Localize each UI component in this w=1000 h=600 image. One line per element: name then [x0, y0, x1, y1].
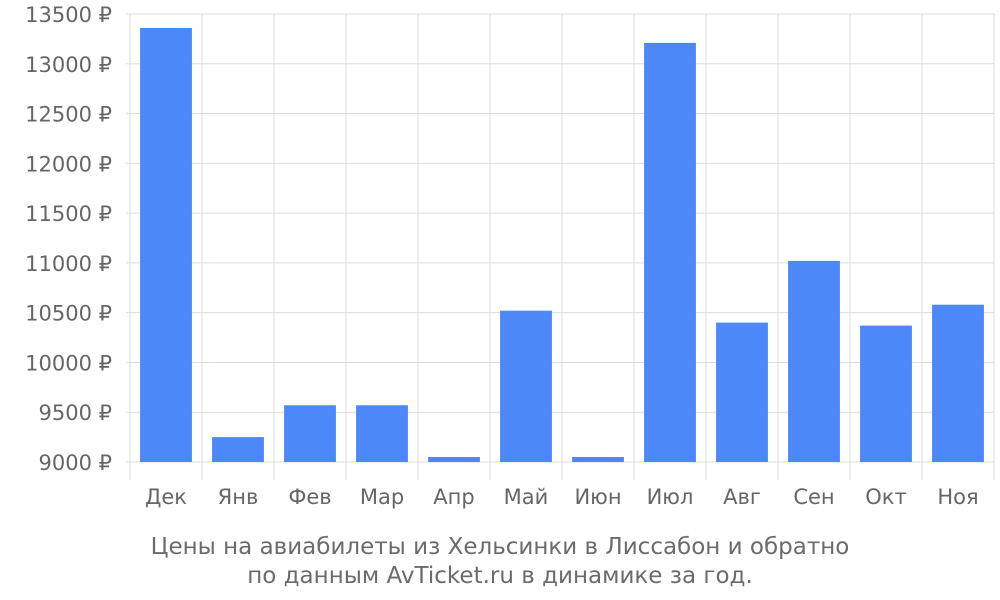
y-tick-label: 11000 ₽ — [25, 252, 112, 276]
y-tick-label: 10500 ₽ — [25, 302, 112, 326]
y-tick-label: 13500 ₽ — [25, 3, 112, 27]
bar — [428, 457, 480, 462]
x-tick-label: Июн — [574, 485, 621, 509]
x-tick-label: Фев — [288, 485, 331, 509]
x-tick-label: Окт — [865, 485, 906, 509]
grid — [126, 13, 995, 480]
y-tick-label: 11500 ₽ — [25, 202, 112, 226]
bar — [572, 457, 624, 462]
y-tick-label: 12000 ₽ — [25, 152, 112, 176]
bar — [140, 27, 192, 463]
bars — [140, 27, 984, 463]
x-axis-ticks: Дек Янв Фев Мар Апр Май Июн Июл Авг Сен Окт Ноя — [145, 485, 979, 509]
x-tick-label: Май — [504, 485, 549, 509]
chart-caption: Цены на авиабилеты из Хельсинки в Лиссаб… — [0, 533, 1000, 591]
x-tick-label: Мар — [360, 485, 404, 509]
bar — [860, 325, 912, 462]
y-tick-label: 13000 ₽ — [25, 53, 112, 77]
bar — [716, 322, 768, 462]
x-tick-label: Сен — [793, 485, 834, 509]
y-axis-ticks: 9000 ₽ 9500 ₽ 10000 ₽ 10500 ₽ 11000 ₽ 11500 ₽… — [25, 3, 112, 475]
x-tick-label: Авг — [723, 485, 761, 509]
bar — [284, 405, 336, 462]
caption-line-1: Цены на авиабилеты из Хельсинки в Лиссаб… — [150, 534, 850, 560]
bar — [212, 437, 264, 462]
bar — [500, 310, 552, 462]
caption-line-2: по данным AvTicket.ru в динамике за год. — [247, 563, 753, 589]
x-tick-label: Янв — [218, 485, 259, 509]
bar — [644, 42, 696, 462]
bar — [788, 260, 840, 462]
y-tick-label: 10000 ₽ — [25, 351, 112, 375]
x-tick-label: Июл — [647, 485, 694, 509]
y-tick-label: 9500 ₽ — [39, 401, 112, 425]
x-tick-label: Апр — [433, 485, 474, 509]
y-tick-label: 12500 ₽ — [25, 103, 112, 127]
x-tick-label: Ноя — [937, 485, 978, 509]
bar — [356, 405, 408, 462]
bar — [932, 304, 984, 462]
bar-chart: 9000 ₽ 9500 ₽ 10000 ₽ 10500 ₽ 11000 ₽ 11500 ₽… — [25, 3, 995, 509]
x-tick-label: Дек — [145, 485, 187, 509]
y-tick-label: 9000 ₽ — [39, 451, 112, 475]
